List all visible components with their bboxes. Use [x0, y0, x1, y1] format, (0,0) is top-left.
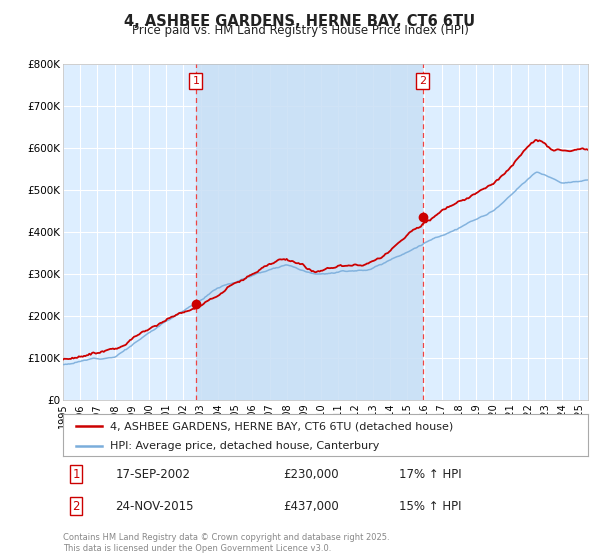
Text: £437,000: £437,000 — [284, 500, 339, 513]
Bar — [196, 64, 423, 400]
Text: 4, ASHBEE GARDENS, HERNE BAY, CT6 6TU (detached house): 4, ASHBEE GARDENS, HERNE BAY, CT6 6TU (d… — [110, 421, 454, 431]
Text: 2: 2 — [73, 500, 80, 513]
Text: £230,000: £230,000 — [284, 468, 339, 480]
Text: 4, ASHBEE GARDENS, HERNE BAY, CT6 6TU: 4, ASHBEE GARDENS, HERNE BAY, CT6 6TU — [124, 14, 476, 29]
Text: Contains HM Land Registry data © Crown copyright and database right 2025.
This d: Contains HM Land Registry data © Crown c… — [63, 533, 389, 553]
Text: 24-NOV-2015: 24-NOV-2015 — [115, 500, 194, 513]
Text: 15% ↑ HPI: 15% ↑ HPI — [399, 500, 461, 513]
Text: 1: 1 — [193, 76, 199, 86]
Text: 2: 2 — [419, 76, 427, 86]
Text: 17-SEP-2002: 17-SEP-2002 — [115, 468, 191, 480]
Text: 17% ↑ HPI: 17% ↑ HPI — [399, 468, 461, 480]
Text: HPI: Average price, detached house, Canterbury: HPI: Average price, detached house, Cant… — [110, 441, 380, 451]
Text: 1: 1 — [73, 468, 80, 480]
Text: Price paid vs. HM Land Registry's House Price Index (HPI): Price paid vs. HM Land Registry's House … — [131, 24, 469, 37]
